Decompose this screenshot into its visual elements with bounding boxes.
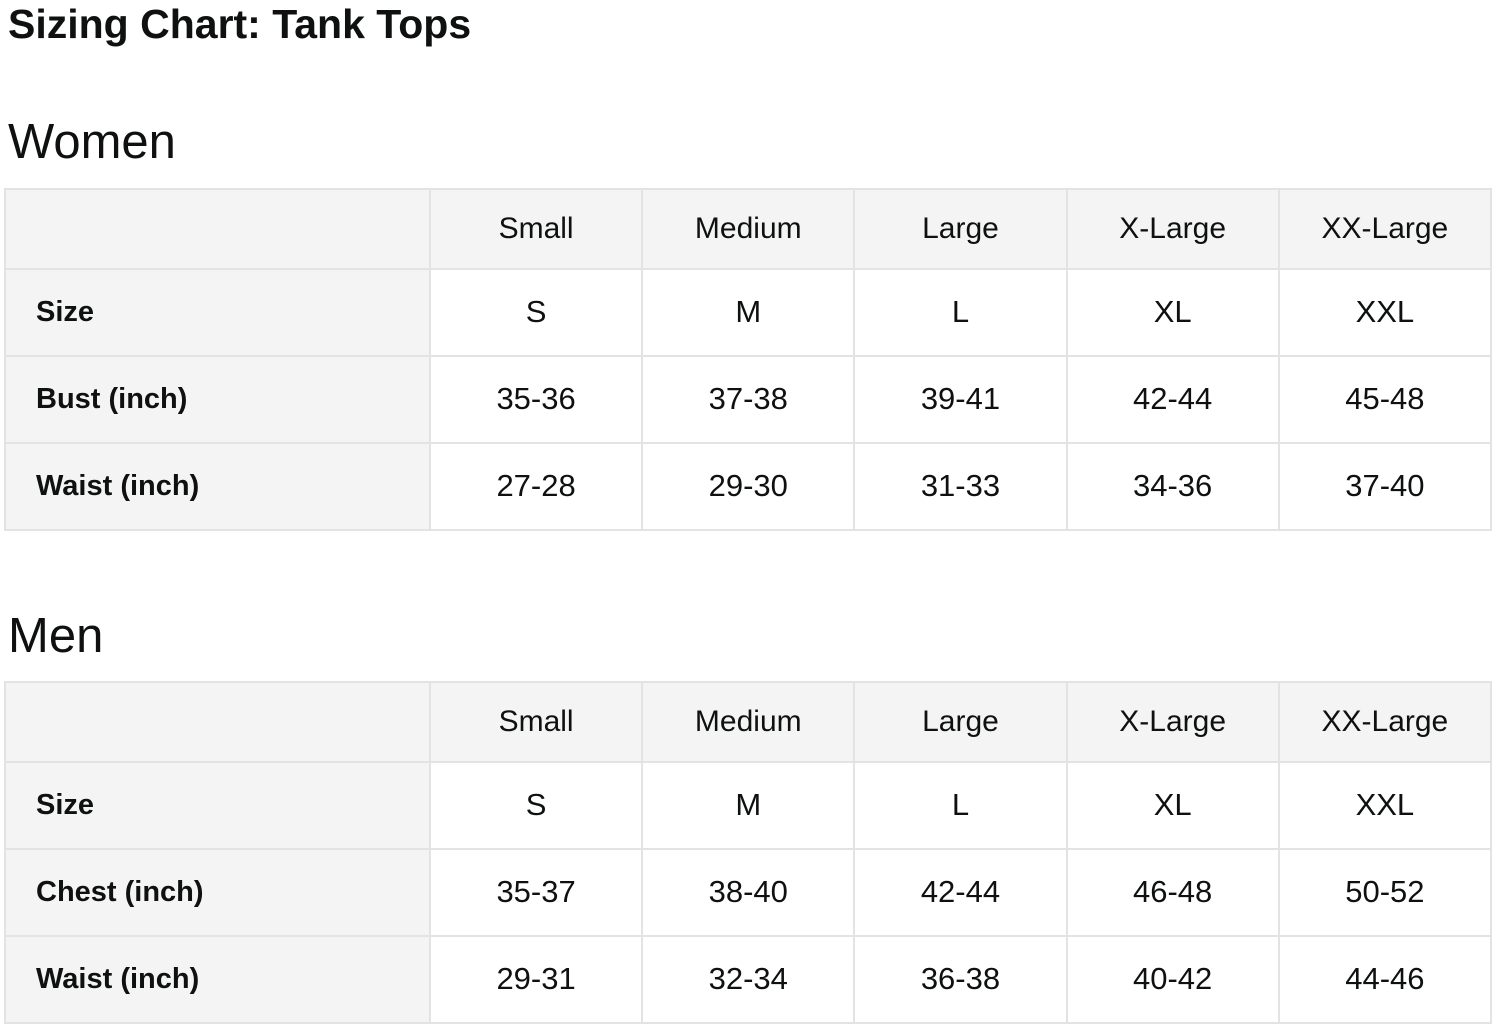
women-bust-cell: 45-48 [1277, 354, 1493, 444]
men-size-cell: S [428, 760, 644, 850]
men-column-header-x-large: X-Large [1065, 680, 1280, 763]
men-chest-cell: 38-40 [641, 847, 856, 937]
women-waist-cell: 31-33 [853, 441, 1068, 531]
women-bust-cell: 39-41 [853, 354, 1068, 444]
men-waist-cell: 36-38 [853, 934, 1068, 1024]
women-header-row: Small Medium Large X-Large XX-Large [4, 187, 1493, 270]
men-waist-cell: 32-34 [641, 934, 856, 1024]
men-row-label-size: Size [4, 760, 431, 850]
men-size-cell: XL [1065, 760, 1280, 850]
men-column-header-small: Small [428, 680, 644, 763]
men-waist-row: Waist (inch) 29-31 32-34 36-38 40-42 44-… [4, 934, 1493, 1024]
sizing-table-men: Small Medium Large X-Large XX-Large Size… [4, 680, 1493, 1024]
women-waist-cell: 29-30 [641, 441, 856, 531]
women-waist-row: Waist (inch) 27-28 29-30 31-33 34-36 37-… [4, 441, 1493, 531]
men-size-cell: M [641, 760, 856, 850]
women-row-label-size: Size [4, 267, 431, 357]
women-column-header-small: Small [428, 187, 644, 270]
men-column-header-xx-large: XX-Large [1277, 680, 1493, 763]
men-chest-row: Chest (inch) 35-37 38-40 42-44 46-48 50-… [4, 847, 1493, 937]
women-waist-cell: 37-40 [1277, 441, 1493, 531]
women-bust-row: Bust (inch) 35-36 37-38 39-41 42-44 45-4… [4, 354, 1493, 444]
section-heading-women: Women [8, 115, 176, 170]
men-size-row: Size S M L XL XXL [4, 760, 1493, 850]
men-chest-cell: 35-37 [428, 847, 644, 937]
women-column-header-large: Large [853, 187, 1068, 270]
men-waist-cell: 44-46 [1277, 934, 1493, 1024]
men-header-row: Small Medium Large X-Large XX-Large [4, 680, 1493, 763]
women-size-cell: XXL [1277, 267, 1493, 357]
men-column-header-medium: Medium [641, 680, 856, 763]
men-row-label-waist: Waist (inch) [4, 934, 431, 1024]
men-column-header-large: Large [853, 680, 1068, 763]
women-size-row: Size S M L XL XXL [4, 267, 1493, 357]
section-heading-men: Men [8, 608, 104, 663]
women-size-cell: XL [1065, 267, 1280, 357]
men-corner-cell [4, 680, 431, 763]
women-row-label-bust: Bust (inch) [4, 354, 431, 444]
men-waist-cell: 40-42 [1065, 934, 1280, 1024]
women-waist-cell: 27-28 [428, 441, 644, 531]
women-column-header-medium: Medium [641, 187, 856, 270]
women-row-label-waist: Waist (inch) [4, 441, 431, 531]
men-chest-cell: 46-48 [1065, 847, 1280, 937]
women-corner-cell [4, 187, 431, 270]
women-size-cell: L [853, 267, 1068, 357]
men-chest-cell: 50-52 [1277, 847, 1493, 937]
women-waist-cell: 34-36 [1065, 441, 1280, 531]
men-waist-cell: 29-31 [428, 934, 644, 1024]
page-title: Sizing Chart: Tank Tops [8, 1, 472, 47]
women-bust-cell: 37-38 [641, 354, 856, 444]
women-column-header-xx-large: XX-Large [1277, 187, 1493, 270]
women-bust-cell: 42-44 [1065, 354, 1280, 444]
women-column-header-x-large: X-Large [1065, 187, 1280, 270]
men-size-cell: XXL [1277, 760, 1493, 850]
men-chest-cell: 42-44 [853, 847, 1068, 937]
men-size-cell: L [853, 760, 1068, 850]
men-row-label-chest: Chest (inch) [4, 847, 431, 937]
women-bust-cell: 35-36 [428, 354, 644, 444]
sizing-table-women: Small Medium Large X-Large XX-Large Size… [4, 187, 1493, 531]
women-size-cell: S [428, 267, 644, 357]
women-size-cell: M [641, 267, 856, 357]
